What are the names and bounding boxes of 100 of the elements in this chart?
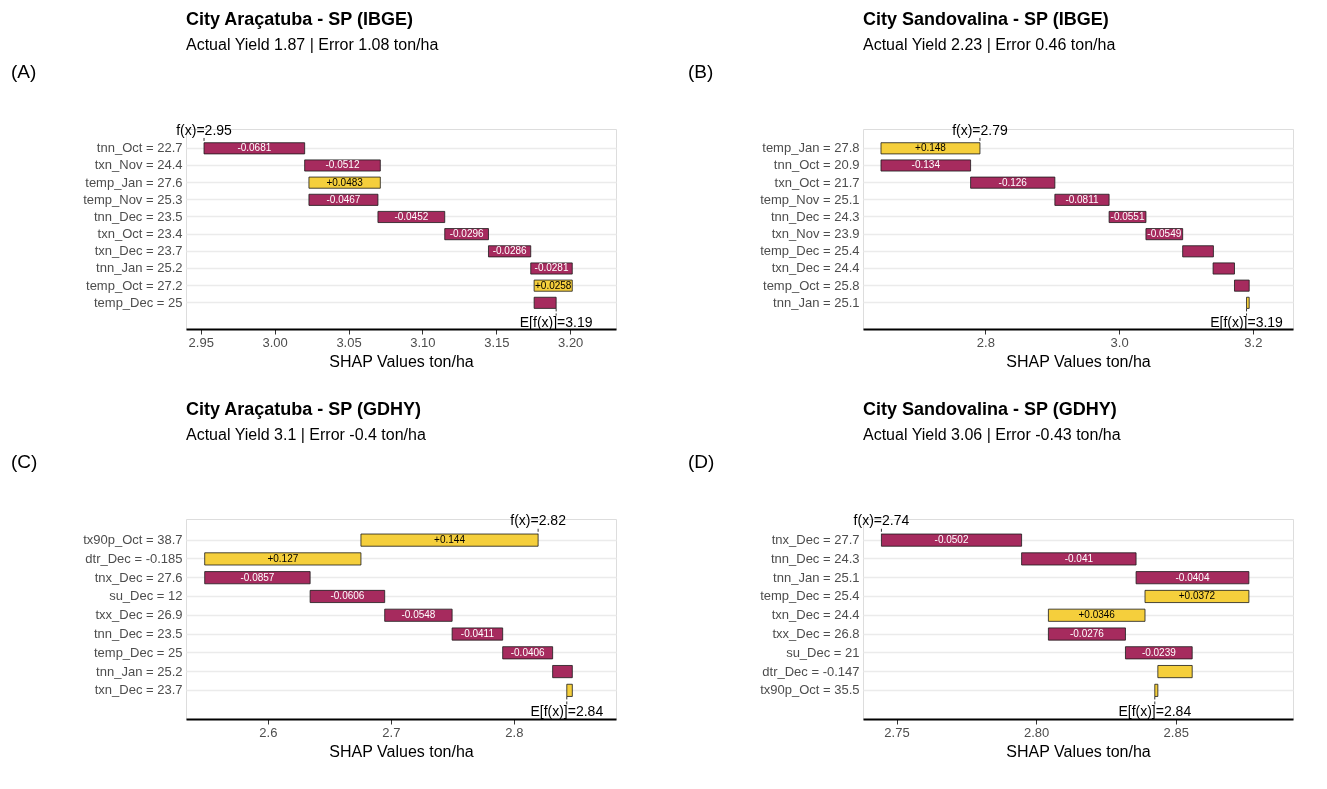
- annotation: f(x)=2.82: [510, 512, 567, 529]
- y-tick-label: tnx_Dec = 27.6: [94, 569, 183, 585]
- data-label: -0.0681: [237, 142, 272, 154]
- data-label: -0.0452: [394, 210, 429, 222]
- y-tick-label: su_Dec = 21: [786, 644, 860, 660]
- y-tick-label: temp_Dec = 25: [93, 644, 183, 660]
- bar: [552, 665, 573, 679]
- y-tick-label: temp_Dec = 25.4: [760, 588, 860, 604]
- bar: [360, 533, 539, 547]
- data-label: +0.148: [915, 142, 947, 154]
- annotation: f(x)=2.95: [176, 121, 233, 138]
- data-label: +0.0372: [1178, 590, 1216, 602]
- y-tick-label: tnn_Oct = 20.9: [773, 157, 860, 173]
- y-tick-label: su_Dec = 12: [109, 588, 183, 604]
- annotation: E[f(x)]=2.84: [1118, 702, 1192, 719]
- chart-title: City Araçatuba - SP (IBGE): [186, 9, 414, 29]
- y-tick-label: txn_Dec = 23.7: [94, 243, 183, 259]
- y-tick-label: dtr_Dec = -0.147: [762, 663, 860, 679]
- x-tick-label: 3.15: [484, 334, 510, 350]
- data-label: +0.0258: [534, 279, 572, 291]
- x-tick-label: 2.8: [505, 724, 524, 740]
- bar: [304, 159, 381, 172]
- data-label: -0.134: [911, 159, 941, 171]
- bar: [881, 533, 1022, 547]
- data-label: -0.0296: [449, 228, 484, 240]
- annotation: E[f(x)]=3.19: [1210, 314, 1284, 331]
- y-tick-label: tnn_Jan = 25.2: [96, 663, 183, 679]
- x-tick-label: 2.8: [976, 334, 995, 350]
- y-tick-label: txx_Dec = 26.8: [772, 626, 860, 642]
- y-tick-label: tx90p_Oct = 35.5: [760, 682, 860, 698]
- x-tick-label: 2.7: [382, 724, 401, 740]
- y-tick-label: tnn_Dec = 23.5: [93, 208, 183, 224]
- chart-subtitle: Actual Yield 3.06 | Error -0.43 ton/ha: [863, 426, 1121, 443]
- data-label: -0.126: [998, 176, 1028, 188]
- y-tick-label: tnn_Dec = 23.5: [93, 626, 183, 642]
- data-label: +0.0346: [1078, 609, 1116, 621]
- y-tick-label: tnn_Jan = 25.1: [773, 294, 860, 310]
- y-tick-label: tnn_Oct = 22.7: [96, 140, 183, 156]
- bar: [1212, 262, 1235, 275]
- x-tick-label: 3.0: [1110, 334, 1129, 350]
- y-tick-label: dtr_Dec = -0.185: [85, 550, 183, 566]
- x-axis-title: SHAP Values ton/ha: [329, 742, 474, 760]
- y-tick-label: txn_Nov = 24.4: [94, 157, 183, 173]
- y-tick-label: txn_Dec = 24.4: [771, 260, 860, 276]
- bar: [1246, 296, 1250, 309]
- bar: [1135, 571, 1250, 585]
- y-tick-label: tnx_Dec = 27.7: [771, 532, 860, 548]
- x-tick-label: 2.6: [259, 724, 278, 740]
- text: (B): [688, 61, 714, 82]
- x-tick-label: 2.80: [1023, 724, 1050, 740]
- data-label: -0.0467: [326, 193, 361, 205]
- data-label: -0.0411: [460, 628, 495, 640]
- data-label: -0.0548: [401, 609, 436, 621]
- chart-title: City Araçatuba - SP (GDHY): [186, 399, 422, 419]
- y-tick-label: tnn_Dec = 24.3: [770, 550, 860, 566]
- bar: [1157, 665, 1193, 679]
- data-label: -0.0606: [330, 590, 365, 602]
- data-label: -0.0811: [1065, 193, 1099, 205]
- data-label: +0.127: [267, 552, 299, 564]
- x-tick-label: 3.10: [410, 334, 436, 350]
- bar: [1048, 627, 1126, 641]
- y-tick-label: temp_Jan = 27.8: [762, 140, 860, 156]
- bar: [880, 142, 981, 155]
- bar: [1021, 552, 1137, 566]
- y-tick-label: temp_Oct = 25.8: [763, 277, 860, 293]
- y-tick-label: txn_Dec = 23.7: [94, 682, 183, 698]
- bar: [308, 176, 381, 189]
- chart-subtitle: Actual Yield 1.87 | Error 1.08 ton/ha: [186, 36, 439, 53]
- data-label: -0.0551: [1110, 210, 1145, 222]
- data-label: -0.0512: [325, 159, 360, 171]
- x-tick-label: 2.95: [188, 334, 214, 350]
- x-tick-label: 3.2: [1244, 334, 1263, 350]
- y-tick-label: txn_Dec = 24.4: [771, 607, 860, 623]
- y-tick-label: tnn_Dec = 24.3: [770, 208, 860, 224]
- y-tick-label: txn_Oct = 21.7: [774, 174, 860, 190]
- y-tick-label: temp_Nov = 25.3: [83, 191, 183, 207]
- bar: [1182, 245, 1214, 258]
- data-label: -0.0502: [934, 534, 969, 546]
- x-tick-label: 2.85: [1163, 724, 1189, 740]
- data-label: -0.0286: [492, 245, 527, 257]
- x-axis-title: SHAP Values ton/ha: [1006, 742, 1151, 760]
- y-tick-label: tx90p_Oct = 38.7: [83, 532, 183, 548]
- x-tick-label: 3.05: [336, 334, 362, 350]
- data-label: -0.0281: [534, 262, 569, 274]
- y-tick-label: txn_Nov = 23.9: [771, 226, 860, 242]
- bar: [1048, 608, 1146, 622]
- chart-title: City Sandovalina - SP (GDHY): [863, 399, 1117, 419]
- data-label: +0.144: [434, 534, 466, 546]
- y-tick-label: txx_Dec = 26.9: [95, 607, 183, 623]
- data-label: -0.0276: [1069, 628, 1105, 640]
- annotation: E[f(x)]=3.19: [519, 314, 593, 331]
- data-label: -0.0404: [1175, 571, 1210, 583]
- data-label: -0.041: [1064, 552, 1094, 564]
- annotation: f(x)=2.74: [853, 512, 910, 529]
- data-label: +0.0483: [326, 176, 364, 188]
- bar: [384, 608, 453, 622]
- y-tick-label: temp_Dec = 25: [93, 294, 183, 310]
- bar: [203, 142, 306, 155]
- text: (C): [11, 451, 38, 472]
- y-tick-label: temp_Jan = 27.6: [85, 174, 183, 190]
